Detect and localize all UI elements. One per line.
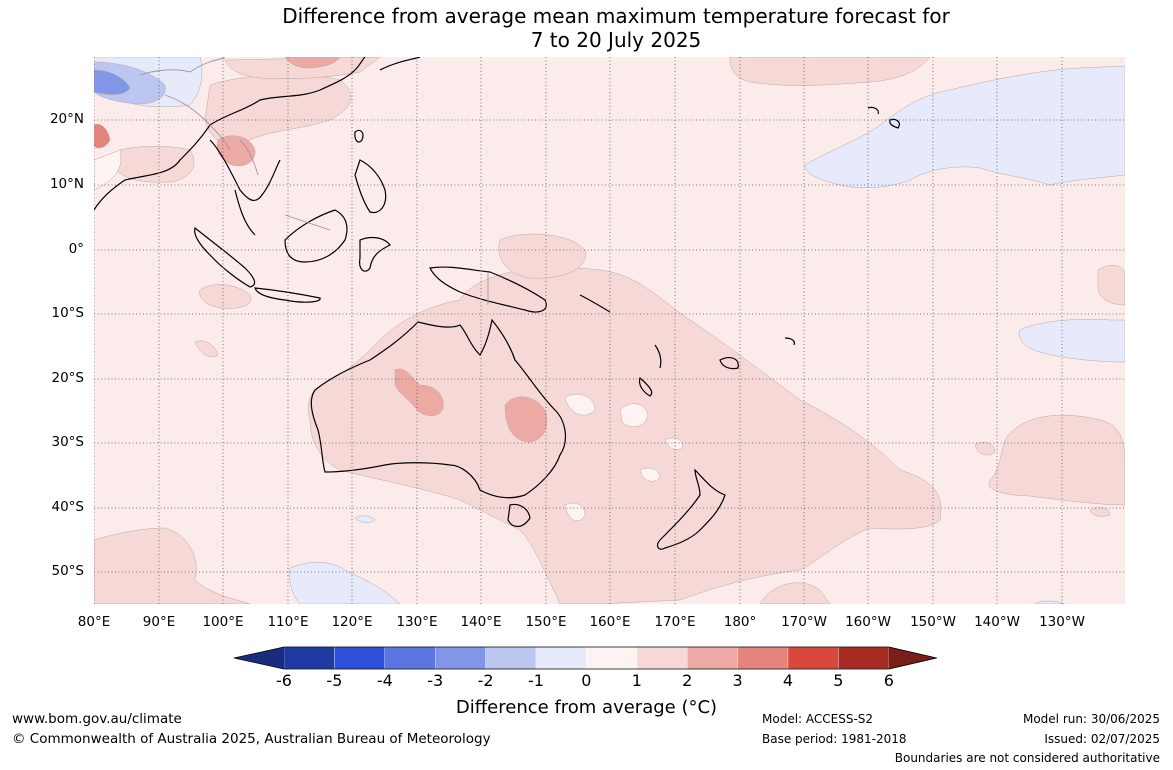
latitude-label: 20°S: [51, 370, 85, 386]
longitude-label: 100°E: [202, 614, 244, 630]
colorbar-swatch: [787, 646, 839, 670]
latitude-label: 50°S: [51, 563, 85, 579]
colorbar-swatch: [334, 646, 385, 670]
anomaly-band-minus-1-to-0: [94, 57, 1125, 604]
latitude-label: 0°: [68, 241, 84, 257]
model-run-text: Model run: 30/06/2025: [1022, 712, 1160, 726]
colorbar-tick-label: -3: [427, 671, 444, 690]
latitude-label: 20°N: [49, 111, 84, 127]
colorbar-swatch: [283, 646, 335, 670]
colorbar-label: Difference from average (°C): [455, 697, 718, 718]
latitude-label: 40°S: [51, 499, 85, 515]
longitude-label: 140°E: [460, 614, 502, 630]
anomaly-band-minus-3-to-minus-2: [94, 69, 131, 95]
colorbar-swatch: [535, 646, 587, 670]
copyright-text: © Commonwealth of Australia 2025, Austra…: [12, 731, 491, 747]
colorbar-tick-label: -6: [276, 671, 292, 690]
colorbar-tick-label: 3: [732, 671, 743, 690]
longitude-label: 150°W: [910, 614, 956, 630]
longitude-label: 130°E: [396, 614, 438, 630]
colorbar-swatch: [586, 646, 637, 670]
colorbar-tick-label: 4: [782, 671, 794, 690]
colorbar-tick-label: -1: [528, 671, 544, 690]
longitude-label: 160°E: [589, 614, 631, 630]
colorbar-tick-label: 6: [883, 671, 894, 690]
colorbar-high-extend: [888, 647, 937, 669]
colorbar-swatch: [384, 646, 436, 670]
anomaly-band-0-to-1: [94, 149, 683, 521]
colorbar-outline: [233, 646, 937, 670]
colorbar-tick-label: 1: [631, 671, 642, 690]
colorbar-tick-label: 5: [833, 671, 844, 690]
coastlines: [94, 57, 900, 550]
colorbar-swatch: [737, 646, 789, 670]
country-borders: [139, 57, 489, 305]
colorbar-tick-label: 2: [682, 671, 693, 690]
colorbar-swatch: [636, 646, 688, 670]
longitude-label: 160°W: [845, 614, 891, 630]
colorbar-tick-label: -5: [326, 671, 343, 690]
anomaly-band-3-to-4: [94, 124, 111, 149]
longitude-label: 170°E: [654, 614, 696, 630]
longitude-label: 80°E: [77, 614, 111, 630]
longitude-label: 90°E: [142, 614, 176, 630]
map-area: [94, 57, 1125, 604]
base-period-text: Base period: 1981-2018: [762, 732, 907, 746]
colorbar-tick-label: -2: [477, 671, 494, 690]
longitude-label: 110°E: [267, 614, 309, 630]
issued-text: Issued: 02/07/2025: [1044, 732, 1160, 746]
disclaimer-text: Boundaries are not considered authoritat…: [894, 751, 1160, 765]
website-link[interactable]: www.bom.gov.au/climate: [12, 711, 182, 727]
model-text: Model: ACCESS-S2: [762, 712, 874, 726]
latitude-label: 10°S: [51, 305, 85, 321]
colorbar-swatch: [687, 646, 738, 670]
anomaly-band-2-to-3: [216, 57, 548, 443]
title-line-1: Difference from average mean maximum tem…: [282, 4, 950, 28]
longitude-label: 180°: [723, 614, 757, 630]
colorbar: [233, 646, 937, 670]
colorbar-tick-label: -4: [376, 671, 393, 690]
title-line-2: 7 to 20 July 2025: [530, 28, 702, 52]
latitude-label: 10°N: [49, 176, 84, 192]
longitude-label: 140°W: [974, 614, 1020, 630]
colorbar-tick-label: 0: [581, 671, 592, 690]
colorbar-swatch: [435, 646, 486, 670]
colorbar-swatch: [485, 646, 537, 670]
longitude-label: 120°E: [331, 614, 373, 630]
colorbar-swatch: [838, 646, 889, 670]
longitude-label: 130°W: [1039, 614, 1085, 630]
longitude-label: 150°E: [525, 614, 567, 630]
map-title: Difference from average mean maximum tem…: [0, 4, 1173, 52]
gridlines: [94, 57, 1125, 604]
colorbar-low-extend: [234, 647, 284, 669]
longitude-label: 170°W: [781, 614, 827, 630]
latitude-label: 30°S: [51, 434, 85, 450]
